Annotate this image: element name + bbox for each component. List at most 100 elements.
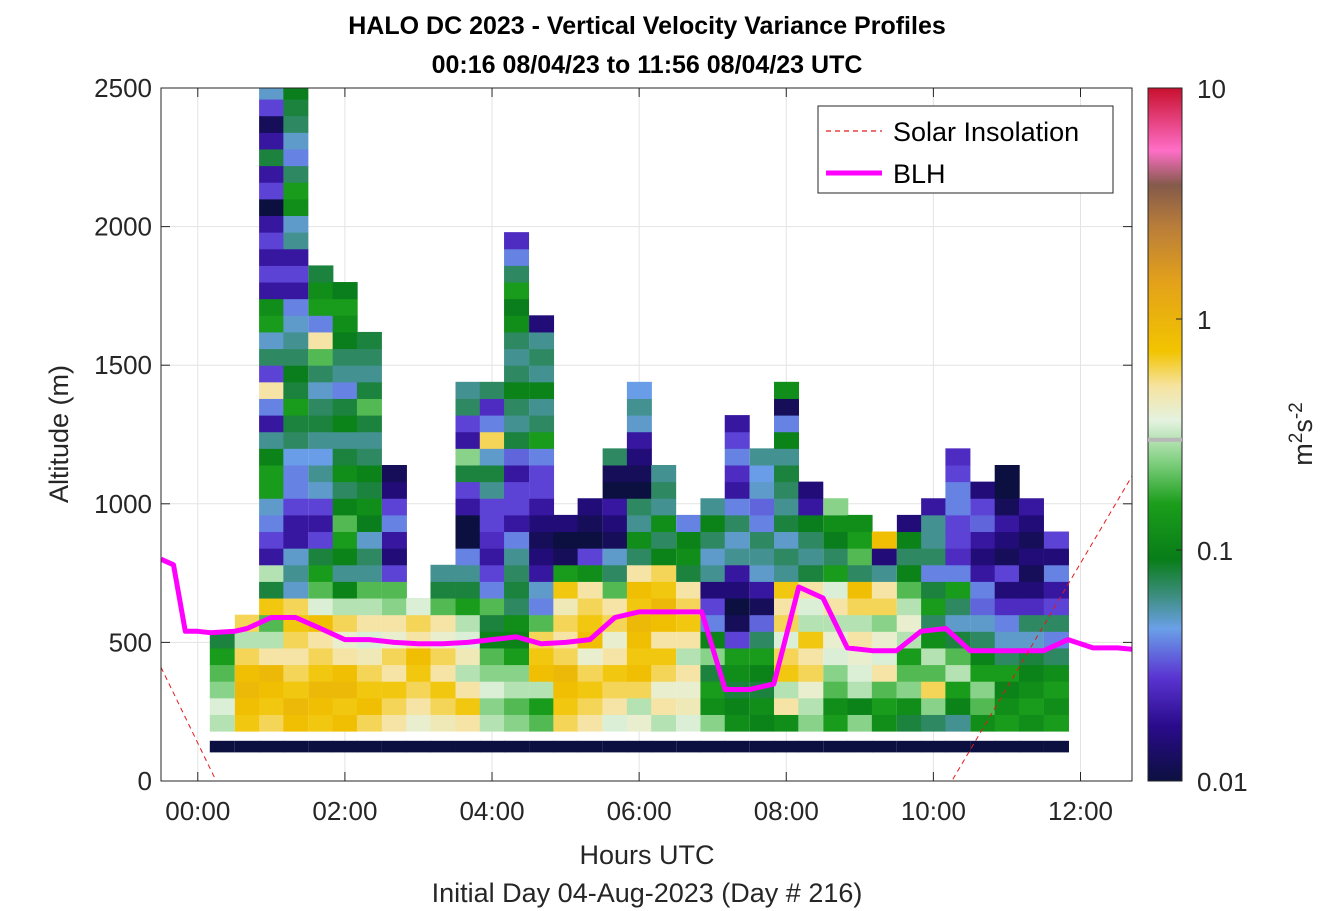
- variance-cell: [724, 481, 750, 499]
- variance-cell: [921, 647, 947, 666]
- variance-cell: [871, 697, 897, 715]
- variance-cell: [994, 531, 1020, 549]
- variance-cell: [577, 548, 603, 566]
- variance-cell: [626, 448, 652, 466]
- variance-cell: [994, 498, 1020, 516]
- colorbar-tick-label: 1: [1197, 305, 1211, 335]
- variance-cell: [308, 631, 334, 649]
- variance-cell: [308, 514, 334, 533]
- x-tick-label: 00:00: [165, 796, 230, 826]
- variance-cell: [945, 598, 971, 616]
- variance-cell: [553, 714, 579, 732]
- variance-cell: [332, 498, 358, 516]
- colorbar-label-base: m: [1288, 443, 1318, 466]
- variance-cell: [798, 598, 824, 616]
- variance-cell: [479, 598, 505, 616]
- variance-cell: [676, 581, 702, 599]
- x-tick-label: 12:00: [1048, 796, 1113, 826]
- variance-cell: [283, 165, 309, 183]
- variance-cell: [259, 265, 285, 283]
- variance-cell: [749, 548, 775, 566]
- variance-cell: [283, 282, 309, 300]
- variance-cell: [529, 531, 555, 549]
- variance-cell: [577, 740, 603, 753]
- variance-cell: [724, 531, 750, 549]
- variance-cell: [847, 564, 873, 582]
- variance-cell: [529, 598, 555, 616]
- variance-cell: [676, 631, 702, 649]
- variance-cell: [577, 714, 603, 732]
- variance-cell: [871, 664, 897, 682]
- variance-cell: [332, 697, 358, 715]
- variance-cell: [356, 664, 382, 682]
- variance-cell: [529, 315, 555, 333]
- x-tick-label: 06:00: [607, 796, 672, 826]
- variance-cell: [234, 740, 260, 753]
- variance-cell: [626, 647, 652, 666]
- variance-cell: [774, 740, 800, 753]
- variance-cell: [504, 315, 530, 333]
- variance-cell: [504, 248, 530, 266]
- variance-cell: [356, 415, 382, 433]
- variance-cell: [921, 631, 947, 649]
- variance-cell: [921, 514, 947, 533]
- x-tick-label: 02:00: [312, 796, 377, 826]
- variance-cell: [724, 498, 750, 516]
- variance-cell: [504, 581, 530, 599]
- variance-cell: [308, 481, 334, 499]
- variance-cell: [602, 681, 628, 699]
- variance-cell: [896, 564, 922, 582]
- variance-cell: [676, 531, 702, 549]
- variance-cell: [430, 647, 456, 666]
- variance-cell: [504, 415, 530, 433]
- variance-cell: [651, 681, 677, 699]
- variance-cell: [626, 581, 652, 599]
- variance-cell: [921, 697, 947, 715]
- variance-cell: [259, 132, 285, 150]
- variance-cell: [479, 697, 505, 715]
- variance-cell: [823, 548, 849, 566]
- variance-cell: [332, 514, 358, 533]
- variance-cell: [700, 531, 726, 549]
- variance-cell: [553, 598, 579, 616]
- variance-cell: [921, 714, 947, 732]
- variance-cell: [259, 198, 285, 217]
- x-tick-label: 08:00: [754, 796, 819, 826]
- variance-cell: [577, 531, 603, 549]
- variance-cell: [994, 481, 1020, 499]
- variance-cell: [798, 481, 824, 499]
- variance-cell: [430, 581, 456, 599]
- variance-cell: [970, 614, 996, 632]
- variance-cell: [283, 631, 309, 649]
- variance-cell: [332, 298, 358, 316]
- variance-cell: [259, 331, 285, 350]
- variance-cell: [921, 498, 947, 516]
- variance-cell: [455, 464, 481, 483]
- variance-cell: [504, 464, 530, 483]
- variance-cell: [283, 598, 309, 616]
- variance-cell: [1018, 614, 1044, 632]
- variance-cell: [283, 365, 309, 383]
- variance-cell: [479, 448, 505, 466]
- variance-cell: [626, 381, 652, 399]
- variance-cell: [626, 415, 652, 433]
- variance-cell: [871, 614, 897, 632]
- variance-cell: [283, 681, 309, 699]
- variance-cell: [381, 740, 407, 753]
- variance-cell: [283, 348, 309, 366]
- variance-cell: [356, 464, 382, 483]
- variance-cell: [381, 697, 407, 715]
- variance-cell: [798, 514, 824, 533]
- variance-cell: [602, 464, 628, 483]
- variance-cell: [356, 481, 382, 499]
- variance-cell: [945, 564, 971, 582]
- variance-cell: [994, 614, 1020, 632]
- variance-cell: [259, 33, 284, 50]
- variance-cell: [455, 514, 481, 533]
- variance-cell: [896, 514, 922, 533]
- variance-cell: [381, 531, 407, 549]
- variance-cell: [602, 664, 628, 682]
- variance-cell: [921, 664, 947, 682]
- variance-cell: [356, 681, 382, 699]
